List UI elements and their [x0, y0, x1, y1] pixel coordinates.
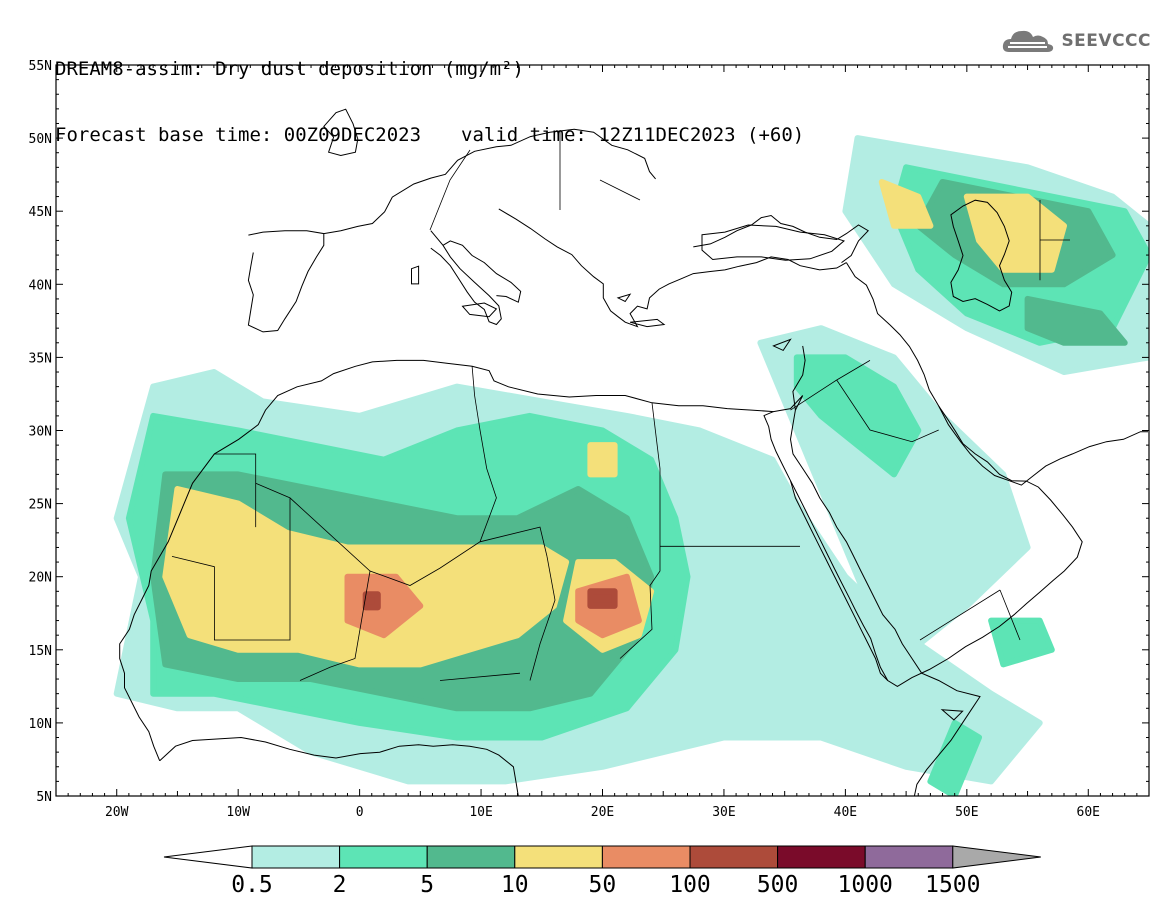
colorbar-swatch: [601, 845, 691, 869]
black-sea-inner: [701, 224, 846, 261]
lon-label: 40E: [834, 805, 857, 820]
lat-label: 55N: [29, 59, 52, 74]
dust-area-level-3: [878, 179, 934, 229]
colorbar-swatch: [864, 845, 954, 869]
forecast-base-time: Forecast base time: 00Z09DEC2023: [55, 124, 422, 146]
lat-label: 40N: [29, 278, 52, 293]
lon-label: 10E: [469, 805, 492, 820]
lat-label: 10N: [29, 717, 52, 732]
country-borders: [171, 130, 1070, 681]
dust-map: 55N 50N 45N 40N 35N 30N 25N 20N 15N 10N 5N 20W 10W 0…: [29, 59, 1150, 820]
colorbar-label: 500: [757, 872, 799, 898]
arabia-coast: [763, 262, 1083, 687]
dust-area-level-2: [1024, 295, 1128, 346]
colorbar-swatches: [163, 845, 1041, 869]
lon-label: 20W: [105, 805, 129, 820]
colorbar-label: 2: [333, 872, 347, 898]
lon-label: 30E: [712, 805, 735, 820]
colorbar-under-arrow: [163, 845, 253, 869]
colorbar-labels: 0.5 2 5 10 50 100 500 1000 1500: [231, 872, 980, 898]
dust-area-level-1: [927, 719, 982, 796]
colorbar-over-arrow: [952, 845, 1041, 869]
lon-label: 10W: [226, 805, 250, 820]
map-title: DREAM8-assim: Dry dust deposition (mg/m²…: [55, 58, 524, 80]
lat-label: 20N: [29, 571, 52, 586]
cloud-icon: [1003, 30, 1054, 52]
dust-area-level-5: [587, 588, 618, 609]
africa-coastline: [119, 359, 981, 796]
africa-south-coast: [159, 736, 519, 796]
seevccc-logo: SEEVCCC: [1001, 26, 1151, 56]
colorbar-label: 5: [420, 872, 434, 898]
colorbar-swatch: [339, 845, 428, 869]
colorbar-swatch: [514, 845, 603, 869]
mediterranean-north: [430, 208, 847, 328]
britain-outline: [323, 108, 359, 157]
coastline-layer: [119, 108, 1148, 796]
colorbar-label: 100: [669, 872, 711, 898]
italy-outline: [442, 240, 522, 303]
colorbar-label: 50: [589, 872, 617, 898]
lat-label: 30N: [29, 425, 52, 440]
logo-text: SEEVCCC: [1061, 31, 1151, 51]
longitude-labels: 20W 10W 0 10E 20E 30E 40E 50E 60E: [105, 805, 1100, 820]
lat-label: 35N: [29, 351, 52, 366]
dust-area-level-5: [362, 591, 381, 611]
lat-label: 45N: [29, 205, 52, 220]
lat-label: 5N: [36, 790, 52, 805]
colorbar-swatch: [251, 845, 341, 869]
lat-label: 15N: [29, 644, 52, 659]
colorbar-swatch: [689, 845, 779, 869]
persian-gulf-coast: [938, 405, 1148, 486]
black-sea-coast: [693, 214, 869, 264]
colorbar-label: 0.5: [231, 872, 273, 898]
colorbar-label: 10: [501, 872, 529, 898]
colorbar-swatch: [426, 845, 516, 869]
islands: [411, 265, 964, 721]
dust-area-level-3: [587, 442, 618, 478]
lat-label: 50N: [29, 132, 52, 147]
dust-deposition-layer: [113, 135, 1149, 796]
lon-label: 0: [356, 805, 364, 820]
caspian-sea-coast: [950, 199, 1013, 312]
colorbar-swatch: [777, 845, 866, 869]
lon-label: 50E: [955, 805, 978, 820]
colorbar-label: 1500: [925, 872, 980, 898]
lon-label: 60E: [1077, 805, 1100, 820]
lat-label: 25N: [29, 498, 52, 513]
europe-coastline: [247, 128, 656, 333]
axis-ticks: [55, 64, 1150, 797]
red-sea-west: [790, 480, 889, 681]
colorbar-label: 1000: [838, 872, 893, 898]
lon-label: 20E: [591, 805, 614, 820]
dust-area-level-1: [988, 617, 1055, 668]
latitude-labels: 55N 50N 45N 40N 35N 30N 25N 20N 15N 10N 5N: [29, 59, 52, 805]
